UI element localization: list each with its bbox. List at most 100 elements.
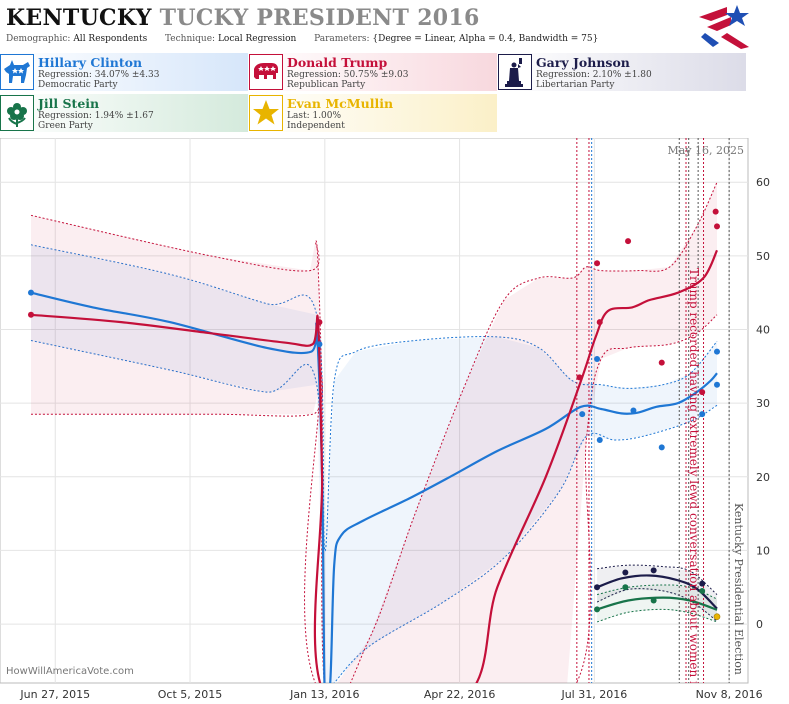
jill-stein-trend-line	[596, 596, 718, 611]
watermark: HowWillAmericaVote.com	[6, 666, 134, 677]
candidate-name: Jill Stein	[38, 96, 100, 111]
parameters-label: Parameters:	[314, 34, 370, 44]
jill-stein-poll-point	[699, 587, 706, 594]
event-annotation-label: Trump recorded having extremely lewd con…	[687, 268, 701, 704]
hillary-clinton-poll-point	[699, 411, 706, 418]
plot-content: May 16, 2025 Trump recorded having extrem…	[27, 138, 745, 704]
flower-icon	[0, 95, 34, 131]
parameters-line: Demographic: All Respondents Technique: …	[6, 34, 598, 44]
chart-date-stamp: May 16, 2025	[667, 144, 744, 157]
hillary-clinton-poll-point	[579, 411, 586, 418]
legend-jill-stein: Jill Stein Regression: 1.94% ±1.67 Green…	[0, 94, 248, 132]
x-tick-label: Apr 22, 2016	[424, 688, 496, 701]
title-state: KENTUCKY	[6, 5, 152, 31]
gary-johnson-poll-point	[622, 569, 629, 576]
jill-stein-poll-point	[594, 606, 601, 613]
title-rest: TUCKY PRESIDENT 2016	[159, 5, 480, 31]
hillary-clinton-poll-point	[714, 381, 721, 388]
candidate-party: Independent	[287, 121, 345, 131]
candidate-name: Evan McMullin	[287, 96, 394, 111]
donald-trump-poll-point	[27, 311, 34, 318]
candidate-party: Republican Party	[287, 80, 366, 90]
donald-trump-poll-point	[594, 260, 601, 267]
technique-label: Technique:	[165, 34, 216, 44]
donald-trump-confidence-band	[31, 182, 717, 683]
hillary-clinton-confidence-band	[31, 244, 717, 683]
jill-stein-poll-point	[622, 584, 629, 591]
legend-gary-johnson: Gary Johnson Regression: 2.10% ±1.80 Lib…	[498, 53, 746, 91]
legend-evan-mcmullin: Evan McMullin Last: 1.00% Independent	[249, 94, 497, 132]
x-tick-label: Jul 31, 2016	[560, 688, 627, 701]
candidate-regression: Regression: 1.94% ±1.67	[38, 111, 154, 121]
demographic-label: Demographic:	[6, 34, 71, 44]
y-tick-label: 20	[756, 471, 770, 484]
y-tick-label: 40	[756, 323, 770, 336]
hillary-clinton-poll-point	[594, 355, 601, 362]
legend-hillary-clinton: Hillary Clinton Regression: 34.07% ±4.33…	[0, 53, 248, 91]
donald-trump-poll-point	[596, 319, 603, 326]
poll-chart: May 16, 2025 Trump recorded having extrem…	[0, 138, 770, 704]
y-tick-label: 10	[756, 544, 770, 557]
candidate-name: Donald Trump	[287, 55, 388, 70]
hillary-clinton-poll-point	[596, 436, 603, 443]
plot-area	[0, 138, 749, 684]
hillary-clinton-band-upper	[30, 244, 718, 551]
y-tick-label: 50	[756, 250, 770, 263]
statue-of-liberty-icon	[498, 54, 532, 90]
legend-donald-trump: Donald Trump Regression: 50.75% ±9.03 Re…	[249, 53, 497, 91]
jill-stein-confidence-band	[597, 585, 717, 622]
candidate-party: Democratic Party	[38, 80, 118, 90]
hillary-clinton-poll-point	[630, 407, 637, 414]
hillary-clinton-trend-line	[30, 291, 718, 683]
page-header: KENTUCKY TUCKY PRESIDENT 2016 Demographi…	[0, 0, 789, 50]
gary-johnson-poll-point	[699, 580, 706, 587]
site-logo-icon	[699, 5, 749, 49]
donald-trump-trend-line	[30, 249, 719, 683]
jill-stein-band-upper	[596, 584, 718, 600]
x-tick-label: Nov 8, 2016	[696, 688, 763, 701]
donald-trump-poll-point	[658, 359, 665, 366]
hillary-clinton-poll-point	[658, 444, 665, 451]
donald-trump-poll-point	[576, 374, 583, 381]
elephant-icon	[249, 54, 283, 90]
y-tick-label: 0	[756, 618, 763, 631]
y-tick-label: 60	[756, 176, 770, 189]
donald-trump-poll-point	[714, 223, 721, 230]
hillary-clinton-poll-point	[316, 341, 323, 348]
parameters-value: {Degree = Linear, Alpha = 0.4, Bandwidth…	[372, 34, 599, 44]
gary-johnson-poll-point	[594, 584, 601, 591]
jill-stein-poll-point	[650, 597, 657, 604]
y-tick-label: 30	[756, 397, 770, 410]
hillary-clinton-band-lower	[30, 340, 718, 683]
candidate-last-value: Last: 1.00%	[287, 111, 342, 121]
hillary-clinton-poll-point	[714, 348, 721, 355]
donald-trump-poll-point	[625, 238, 632, 245]
page-title: KENTUCKY TUCKY PRESIDENT 2016	[6, 5, 480, 31]
gary-johnson-trend-line	[596, 574, 718, 610]
gary-johnson-confidence-band	[597, 565, 717, 622]
x-tick-label: Oct 5, 2015	[158, 688, 223, 701]
donkey-icon	[0, 54, 34, 90]
x-tick-label: Jun 27, 2015	[19, 688, 90, 701]
hillary-clinton-poll-point	[27, 289, 34, 296]
x-tick-label: Jan 13, 2016	[289, 688, 359, 701]
evan-mcmullin-poll-point	[713, 613, 721, 621]
candidate-regression: Regression: 50.75% ±9.03	[287, 70, 409, 80]
candidate-party: Libertarian Party	[536, 80, 615, 90]
gary-johnson-band-upper	[597, 564, 718, 595]
jill-stein-band-lower	[596, 608, 718, 623]
demographic-value: All Respondents	[73, 34, 148, 44]
donald-trump-poll-point	[699, 389, 706, 396]
gary-johnson-band-lower	[596, 588, 718, 622]
donald-trump-poll-point	[316, 319, 323, 326]
gary-johnson-poll-point	[650, 567, 657, 574]
candidate-regression: Regression: 2.10% ±1.80	[536, 70, 652, 80]
technique-value: Local Regression	[217, 34, 297, 44]
candidate-party: Green Party	[38, 121, 93, 131]
candidate-regression: Regression: 34.07% ±4.33	[38, 70, 160, 80]
candidate-name: Hillary Clinton	[38, 55, 143, 70]
donald-trump-poll-point	[712, 208, 719, 215]
event-annotation-label: Kentucky Presidential Election	[732, 503, 745, 675]
star-icon	[249, 95, 283, 131]
candidate-name: Gary Johnson	[536, 55, 630, 70]
